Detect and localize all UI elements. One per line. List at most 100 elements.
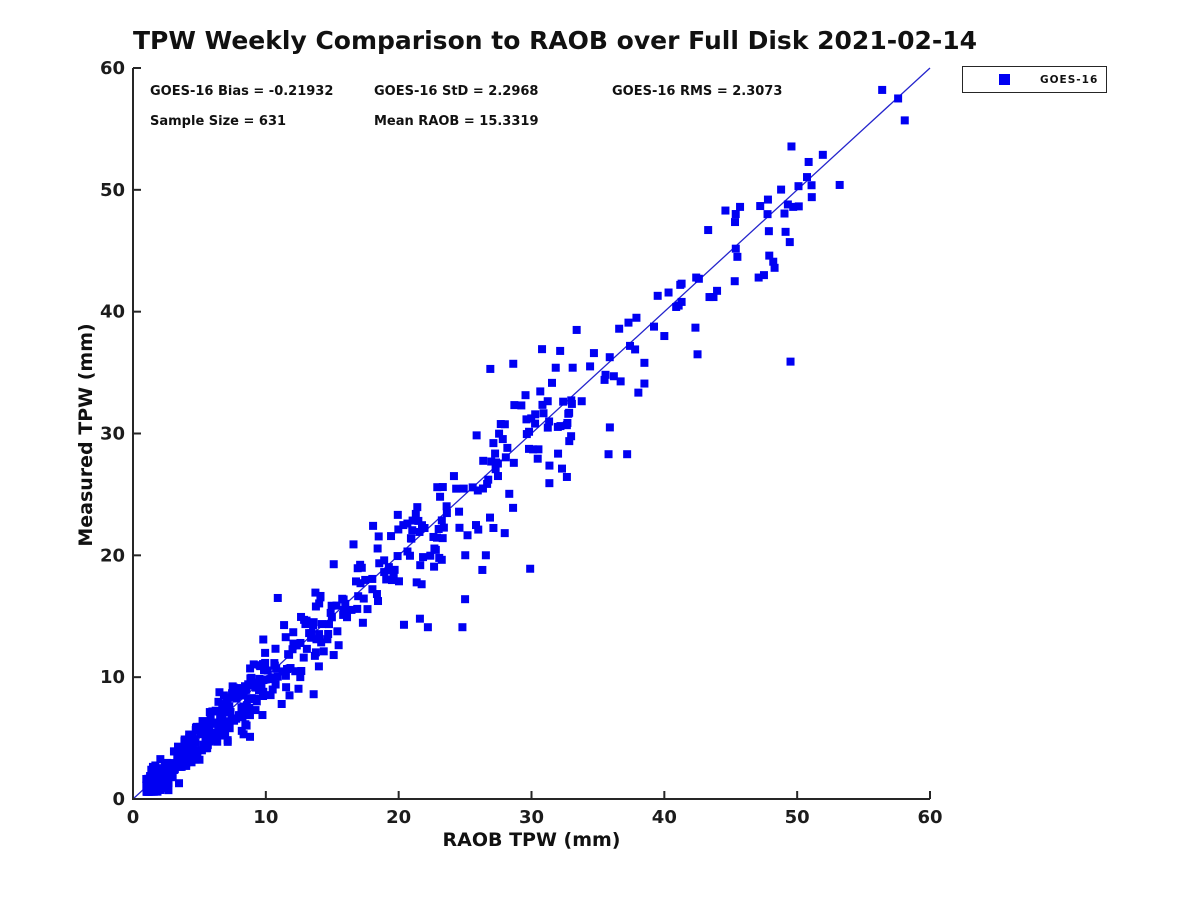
stat-sample-size: Sample Size = 631 bbox=[150, 114, 287, 129]
x-tick-label: 30 bbox=[519, 807, 544, 828]
data-point bbox=[713, 286, 722, 295]
data-point bbox=[329, 560, 338, 569]
y-tick-label: 30 bbox=[100, 424, 125, 445]
data-point bbox=[534, 445, 543, 454]
data-point bbox=[258, 711, 267, 720]
data-point bbox=[437, 516, 446, 525]
data-point bbox=[461, 595, 470, 604]
data-point bbox=[408, 526, 417, 535]
data-point bbox=[142, 785, 151, 794]
data-point bbox=[307, 633, 316, 642]
data-point bbox=[807, 181, 816, 190]
data-point bbox=[299, 653, 308, 662]
data-point bbox=[835, 180, 844, 189]
data-point bbox=[452, 484, 461, 493]
data-point bbox=[693, 350, 702, 359]
data-point bbox=[314, 662, 323, 671]
data-point bbox=[539, 409, 548, 418]
data-point bbox=[531, 419, 540, 428]
data-point bbox=[354, 592, 363, 601]
data-point bbox=[309, 690, 318, 699]
data-point bbox=[509, 359, 518, 368]
y-tick-label: 50 bbox=[100, 180, 125, 201]
data-point bbox=[756, 202, 765, 211]
data-point bbox=[255, 661, 264, 670]
data-point bbox=[198, 717, 207, 726]
data-point bbox=[787, 142, 796, 151]
legend-box: GOES-16 bbox=[962, 66, 1107, 93]
data-point bbox=[164, 786, 173, 795]
data-point bbox=[205, 723, 214, 732]
data-point bbox=[431, 545, 440, 554]
data-point bbox=[533, 454, 542, 463]
x-tick-label: 20 bbox=[386, 807, 411, 828]
data-point bbox=[536, 387, 545, 396]
data-point bbox=[412, 578, 421, 587]
x-tick-label: 40 bbox=[652, 807, 677, 828]
data-point bbox=[780, 209, 789, 218]
data-point bbox=[604, 450, 613, 459]
data-point bbox=[353, 604, 362, 613]
data-point bbox=[601, 370, 610, 379]
data-point bbox=[263, 666, 272, 675]
data-point bbox=[413, 503, 422, 512]
data-point bbox=[180, 737, 189, 746]
data-point bbox=[463, 531, 472, 540]
data-point bbox=[259, 692, 268, 701]
data-point bbox=[160, 775, 169, 784]
data-point bbox=[151, 778, 160, 787]
data-point bbox=[244, 680, 253, 689]
data-point bbox=[785, 238, 794, 247]
data-point bbox=[731, 210, 740, 219]
data-point bbox=[374, 532, 383, 541]
data-point bbox=[319, 647, 328, 656]
data-point bbox=[439, 523, 448, 532]
data-point bbox=[721, 206, 730, 215]
data-point bbox=[188, 745, 197, 754]
data-point bbox=[369, 521, 378, 530]
data-point bbox=[807, 193, 816, 202]
data-point bbox=[468, 483, 477, 492]
data-point bbox=[553, 422, 562, 431]
data-point bbox=[634, 388, 643, 397]
x-tick-label: 60 bbox=[917, 807, 942, 828]
data-point bbox=[193, 746, 202, 755]
data-point bbox=[586, 362, 595, 371]
data-point bbox=[317, 620, 326, 629]
data-point bbox=[203, 744, 212, 753]
data-point bbox=[423, 623, 432, 632]
data-point bbox=[483, 479, 492, 488]
data-point bbox=[754, 273, 763, 282]
data-point bbox=[223, 695, 232, 704]
data-point bbox=[609, 372, 618, 381]
data-point bbox=[493, 472, 502, 481]
data-point bbox=[420, 524, 429, 533]
data-point bbox=[487, 457, 496, 466]
legend-label: GOES-16 bbox=[1040, 73, 1099, 86]
data-point bbox=[414, 516, 423, 525]
y-tick-label: 20 bbox=[100, 545, 125, 566]
data-point bbox=[794, 202, 803, 211]
data-point bbox=[478, 565, 487, 574]
data-point bbox=[280, 621, 289, 630]
data-point bbox=[433, 483, 442, 492]
data-point bbox=[327, 613, 336, 622]
data-point bbox=[261, 648, 270, 657]
data-point bbox=[704, 226, 713, 235]
data-point bbox=[259, 635, 268, 644]
data-point bbox=[472, 521, 481, 530]
data-point bbox=[600, 375, 609, 384]
data-point bbox=[153, 783, 162, 792]
data-point bbox=[411, 509, 420, 518]
data-point bbox=[640, 379, 649, 388]
data-point bbox=[356, 579, 365, 588]
data-point bbox=[429, 532, 438, 541]
data-point bbox=[218, 706, 227, 715]
data-point bbox=[486, 513, 495, 522]
data-point bbox=[182, 761, 191, 770]
data-point bbox=[459, 484, 468, 493]
data-point bbox=[315, 634, 324, 643]
data-point bbox=[387, 532, 396, 541]
data-point bbox=[538, 345, 547, 354]
